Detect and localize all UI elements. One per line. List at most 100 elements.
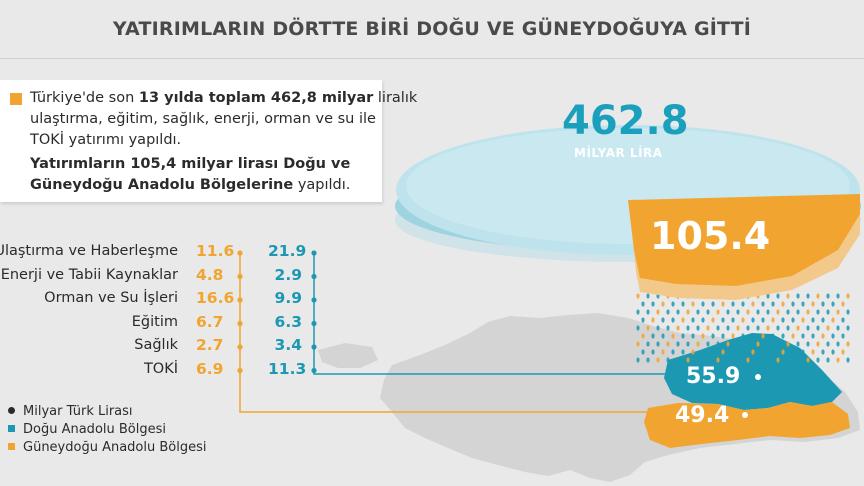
droplet bbox=[666, 341, 670, 347]
droplet bbox=[706, 325, 710, 331]
droplet bbox=[676, 357, 680, 363]
droplet bbox=[711, 317, 715, 323]
droplet bbox=[821, 301, 825, 307]
dogu-row-dot bbox=[311, 320, 317, 327]
droplet bbox=[706, 341, 710, 347]
droplet bbox=[756, 309, 760, 315]
droplet bbox=[806, 325, 810, 331]
dogu-total-dot bbox=[755, 374, 761, 380]
droplet bbox=[801, 301, 805, 307]
guneydogu-value: 11.6 bbox=[196, 242, 235, 260]
droplet bbox=[671, 301, 675, 307]
droplet bbox=[731, 349, 735, 355]
droplet bbox=[686, 309, 690, 315]
droplet bbox=[811, 317, 815, 323]
droplet bbox=[691, 333, 695, 339]
droplet bbox=[751, 349, 755, 355]
info-box bbox=[0, 80, 382, 202]
info-line-4: Yatırımların 105,4 milyar lirası Doğu ve bbox=[30, 156, 351, 172]
droplet bbox=[706, 309, 710, 315]
guneydogu-total-dot bbox=[742, 412, 748, 418]
dot-icon bbox=[8, 407, 15, 414]
guneydogu-connector bbox=[239, 253, 668, 413]
droplet bbox=[701, 349, 705, 355]
droplet bbox=[826, 309, 830, 315]
droplet bbox=[761, 349, 765, 355]
droplet bbox=[666, 325, 670, 331]
droplet bbox=[831, 317, 835, 323]
droplet bbox=[716, 357, 720, 363]
category-label: Enerji ve Tabii Kaynaklar bbox=[0, 266, 178, 283]
droplet bbox=[761, 333, 765, 339]
dogu-value: 11.3 bbox=[268, 359, 307, 378]
droplet bbox=[766, 325, 770, 331]
droplet bbox=[636, 293, 640, 299]
guneydogu-row-dot bbox=[237, 297, 243, 303]
legend-item: Doğu Anadolu Bölgesi bbox=[8, 422, 166, 437]
droplet bbox=[801, 333, 805, 339]
droplet bbox=[811, 349, 815, 355]
droplet bbox=[681, 333, 685, 339]
droplet bbox=[676, 341, 680, 347]
overall-unit: MİLYAR LİRA bbox=[574, 146, 663, 160]
droplet bbox=[821, 349, 825, 355]
droplet bbox=[836, 341, 840, 347]
droplet bbox=[761, 301, 765, 307]
guneydogu-row-dot bbox=[237, 250, 243, 256]
dogu-value: 3.4 bbox=[274, 336, 302, 354]
droplet bbox=[836, 293, 840, 299]
guneydogu-value: 6.9 bbox=[196, 359, 224, 378]
dogu-row-dot bbox=[311, 367, 317, 374]
droplet bbox=[711, 333, 715, 339]
droplet bbox=[656, 309, 660, 315]
guneydogu-value: 2.7 bbox=[196, 336, 224, 354]
square-icon bbox=[8, 425, 15, 432]
droplet bbox=[671, 349, 675, 355]
droplet bbox=[686, 341, 690, 347]
droplet bbox=[691, 317, 695, 323]
droplet bbox=[841, 333, 845, 339]
droplet bbox=[726, 341, 730, 347]
droplet bbox=[716, 341, 720, 347]
droplet bbox=[821, 317, 825, 323]
droplet bbox=[696, 357, 700, 363]
droplet bbox=[766, 341, 770, 347]
droplet bbox=[771, 317, 775, 323]
region-total: 105.4 bbox=[650, 214, 771, 258]
droplet bbox=[841, 317, 845, 323]
droplet bbox=[746, 357, 750, 363]
droplet bbox=[786, 341, 790, 347]
droplet bbox=[731, 301, 735, 307]
droplet bbox=[776, 341, 780, 347]
droplet bbox=[771, 349, 775, 355]
droplet bbox=[741, 349, 745, 355]
droplet bbox=[676, 325, 680, 331]
droplet bbox=[756, 341, 760, 347]
droplet bbox=[806, 293, 810, 299]
info-bullet-icon bbox=[10, 93, 22, 105]
droplet bbox=[651, 333, 655, 339]
droplet bbox=[836, 325, 840, 331]
droplet bbox=[776, 309, 780, 315]
guneydogu-row-dot bbox=[237, 344, 243, 350]
droplet bbox=[746, 325, 750, 331]
droplet bbox=[681, 317, 685, 323]
droplet bbox=[796, 325, 800, 331]
droplet bbox=[716, 325, 720, 331]
droplet bbox=[766, 293, 770, 299]
droplet bbox=[846, 341, 850, 347]
droplet bbox=[651, 301, 655, 307]
droplet bbox=[716, 309, 720, 315]
droplet bbox=[641, 333, 645, 339]
droplet bbox=[746, 341, 750, 347]
droplet bbox=[816, 309, 820, 315]
droplet bbox=[696, 341, 700, 347]
droplet bbox=[786, 309, 790, 315]
droplet bbox=[816, 357, 820, 363]
dogu-value: 6.3 bbox=[274, 312, 302, 331]
droplet bbox=[741, 317, 745, 323]
droplet bbox=[741, 301, 745, 307]
droplet bbox=[711, 349, 715, 355]
droplet bbox=[796, 293, 800, 299]
